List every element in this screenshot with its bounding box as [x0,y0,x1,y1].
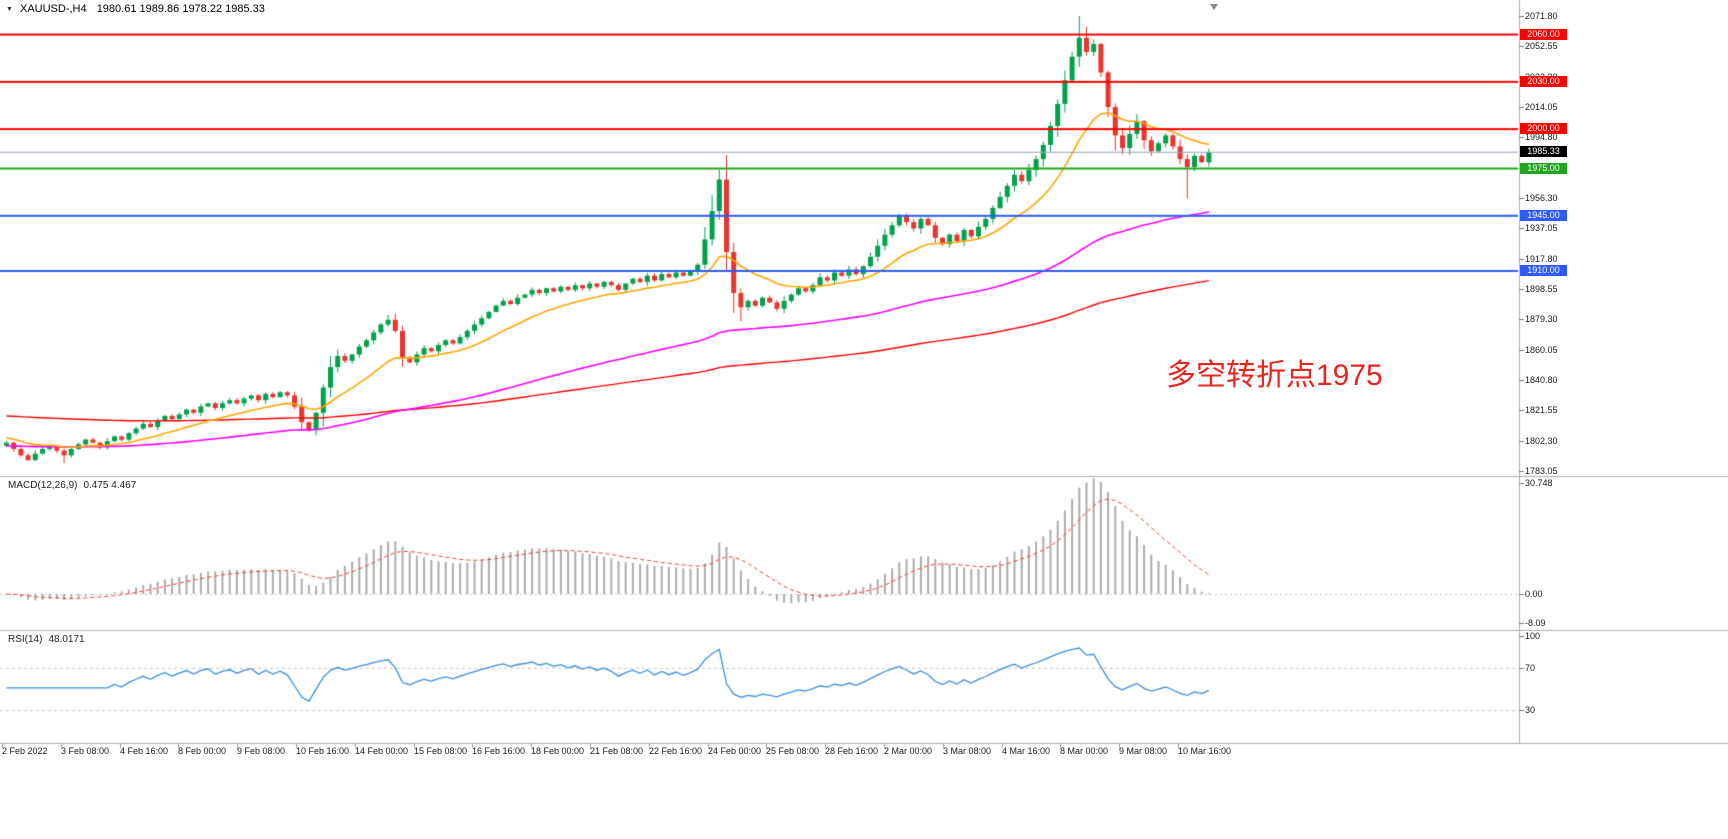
time-axis-label: 8 Feb 00:00 [178,746,227,756]
time-axis-label: 10 Mar 16:00 [1178,746,1232,756]
rsi-indicator-label: RSI(14) 48.0171 [8,634,85,645]
price-level-badge: 2000.00 [1520,123,1567,134]
time-axis-label: 2 Mar 00:00 [884,746,933,756]
price-level-badge: 2060.00 [1520,29,1567,40]
macd-indicator-label: MACD(12,26,9) 0.475 4.467 [8,480,136,491]
price-scale-label: 1840.80 [1525,375,1558,385]
price-level-badge: 1985.33 [1520,146,1567,157]
macd-scale-label: 0.00 [1525,589,1543,599]
price-level-badge: 1910.00 [1520,265,1567,276]
price-scale-label: 1917.80 [1525,254,1558,264]
rsi-scale-label: 100 [1525,631,1541,641]
ohlc-quote: 1980.61 1989.86 1978.22 1985.33 [96,3,265,15]
price-level-badge: 1975.00 [1520,163,1567,174]
price-scale-label: 2014.05 [1525,102,1558,112]
time-axis-label: 15 Feb 08:00 [414,746,468,756]
time-axis-label: 2 Feb 2022 [2,746,48,756]
rsi-scale-label: 70 [1525,663,1536,673]
price-scale-label: 2052.55 [1525,41,1558,51]
macd-values: 0.475 4.467 [83,480,137,491]
time-axis-label: 8 Mar 00:00 [1060,746,1109,756]
chart-shift-icon[interactable] [1210,4,1218,10]
time-axis-label: 14 Feb 00:00 [355,746,409,756]
price-scale-label: 1860.05 [1525,345,1558,355]
time-axis-label: 3 Feb 08:00 [61,746,110,756]
time-axis-label: 9 Mar 08:00 [1119,746,1168,756]
macd-name: MACD(12,26,9) [8,480,78,491]
price-scale-label: 1783.05 [1525,466,1558,476]
symbol-timeframe-label: XAUUSD-,H4 [20,3,87,15]
rsi-value: 48.0171 [48,634,85,645]
price-level-badge: 1945.00 [1520,210,1567,221]
price-scale-label: 1994.80 [1525,132,1558,142]
time-axis-label: 10 Feb 16:00 [296,746,350,756]
rsi-scale-label: 30 [1525,705,1536,715]
macd-scale-label: 30.748 [1525,478,1553,488]
rsi-name: RSI(14) [8,634,43,645]
price-scale-label: 1937.05 [1525,223,1558,233]
price-scale-label: 1802.30 [1525,436,1558,446]
time-axis-label: 22 Feb 16:00 [649,746,703,756]
time-axis-label: 28 Feb 16:00 [825,746,879,756]
time-axis-label: 3 Mar 08:00 [943,746,992,756]
time-axis-label: 21 Feb 08:00 [590,746,644,756]
time-axis-label: 9 Feb 08:00 [237,746,286,756]
time-axis-label: 16 Feb 16:00 [472,746,526,756]
chart-header: ▼ XAUUSD-,H4 1980.61 1989.86 1978.22 198… [6,3,265,15]
price-level-badge: 2030.00 [1520,76,1567,87]
price-scale-label: 1898.55 [1525,284,1558,294]
time-axis-label: 24 Feb 00:00 [708,746,762,756]
symbol-dropdown-icon[interactable]: ▼ [6,6,13,13]
price-scale-label: 1879.30 [1525,314,1558,324]
time-axis-label: 25 Feb 08:00 [766,746,820,756]
time-axis-label: 4 Mar 16:00 [1002,746,1051,756]
annotation-text[interactable]: 多空转折点1975 [1166,359,1383,392]
time-axis-label: 18 Feb 00:00 [531,746,585,756]
price-scale-label: 1956.30 [1525,193,1558,203]
time-axis-label: 4 Feb 16:00 [120,746,169,756]
macd-scale-label: -8.09 [1525,618,1546,628]
price-scale-label: 2071.80 [1525,11,1558,21]
price-scale-label: 1821.55 [1525,405,1558,415]
